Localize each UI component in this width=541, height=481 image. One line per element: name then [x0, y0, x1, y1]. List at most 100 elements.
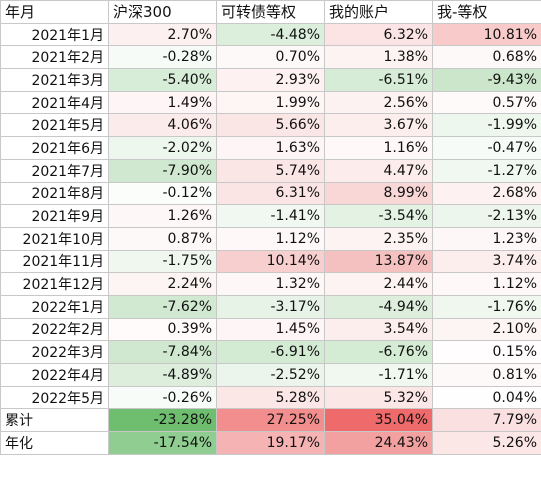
convertible-bond-equal-weight-cell[interactable]: 1.32%	[216, 272, 325, 296]
my-account-cell[interactable]: 5.32%	[324, 385, 433, 410]
my-account-cell[interactable]: -6.76%	[324, 340, 433, 364]
row-label-cell[interactable]: 2022年2月	[0, 317, 109, 342]
csi300-cell[interactable]: -7.90%	[108, 158, 217, 183]
convertible-bond-equal-weight-cell[interactable]: 0.70%	[216, 45, 325, 70]
header-my-account[interactable]: 我的账户	[324, 0, 433, 24]
me-minus-equal-weight-cell[interactable]: 7.79%	[432, 408, 541, 433]
convertible-bond-equal-weight-cell[interactable]: 6.31%	[216, 181, 325, 206]
my-account-cell[interactable]: 3.54%	[324, 317, 433, 342]
row-label-cell[interactable]: 2021年2月	[0, 45, 109, 70]
convertible-bond-equal-weight-cell[interactable]: -3.17%	[216, 294, 325, 319]
row-label-cell[interactable]: 2021年1月	[0, 22, 109, 47]
me-minus-equal-weight-cell[interactable]: 0.57%	[432, 90, 541, 115]
csi300-cell[interactable]: -0.28%	[108, 45, 217, 70]
me-minus-equal-weight-cell[interactable]: 5.26%	[432, 431, 541, 455]
convertible-bond-equal-weight-cell[interactable]: 5.74%	[216, 158, 325, 183]
convertible-bond-equal-weight-cell[interactable]: 5.66%	[216, 113, 325, 138]
convertible-bond-equal-weight-cell[interactable]: 19.17%	[216, 431, 325, 455]
header-csi300[interactable]: 沪深300	[108, 0, 217, 24]
me-minus-equal-weight-cell[interactable]: 0.15%	[432, 340, 541, 364]
convertible-bond-equal-weight-cell[interactable]: 1.45%	[216, 317, 325, 342]
me-minus-equal-weight-cell[interactable]: 10.81%	[432, 22, 541, 47]
me-minus-equal-weight-cell[interactable]: -1.99%	[432, 113, 541, 138]
csi300-cell[interactable]: 0.39%	[108, 317, 217, 342]
csi300-cell[interactable]: 2.70%	[108, 22, 217, 47]
me-minus-equal-weight-cell[interactable]: -9.43%	[432, 68, 541, 92]
my-account-cell[interactable]: 2.56%	[324, 90, 433, 115]
header-month[interactable]: 年月	[0, 0, 109, 24]
convertible-bond-equal-weight-cell[interactable]: -6.91%	[216, 340, 325, 364]
row-label-cell[interactable]: 2021年6月	[0, 136, 109, 160]
my-account-cell[interactable]: 1.38%	[324, 45, 433, 70]
convertible-bond-equal-weight-cell[interactable]: 2.93%	[216, 68, 325, 92]
csi300-cell[interactable]: 1.26%	[108, 204, 217, 228]
convertible-bond-equal-weight-cell[interactable]: 1.12%	[216, 226, 325, 251]
convertible-bond-equal-weight-cell[interactable]: 1.63%	[216, 136, 325, 160]
convertible-bond-equal-weight-cell[interactable]: 27.25%	[216, 408, 325, 433]
my-account-cell[interactable]: 2.44%	[324, 272, 433, 296]
my-account-cell[interactable]: -1.71%	[324, 363, 433, 387]
csi300-cell[interactable]: -17.54%	[108, 431, 217, 455]
my-account-cell[interactable]: 6.32%	[324, 22, 433, 47]
convertible-bond-equal-weight-cell[interactable]: 10.14%	[216, 249, 325, 274]
csi300-cell[interactable]: -4.89%	[108, 363, 217, 387]
me-minus-equal-weight-cell[interactable]: 2.10%	[432, 317, 541, 342]
csi300-cell[interactable]: -0.12%	[108, 181, 217, 206]
me-minus-equal-weight-cell[interactable]: 1.12%	[432, 272, 541, 296]
my-account-cell[interactable]: 3.67%	[324, 113, 433, 138]
my-account-cell[interactable]: -6.51%	[324, 68, 433, 92]
csi300-cell[interactable]: 4.06%	[108, 113, 217, 138]
csi300-cell[interactable]: -0.26%	[108, 385, 217, 410]
row-label-cell[interactable]: 2021年10月	[0, 226, 109, 251]
csi300-cell[interactable]: -1.75%	[108, 249, 217, 274]
header-me-minus-equal-weight[interactable]: 我-等权	[432, 0, 541, 24]
convertible-bond-equal-weight-cell[interactable]: -4.48%	[216, 22, 325, 47]
my-account-cell[interactable]: 1.16%	[324, 136, 433, 160]
row-label-cell[interactable]: 年化	[0, 431, 109, 455]
csi300-cell[interactable]: 2.24%	[108, 272, 217, 296]
row-label-cell[interactable]: 2021年12月	[0, 272, 109, 296]
convertible-bond-equal-weight-cell[interactable]: -2.52%	[216, 363, 325, 387]
row-label-cell[interactable]: 2021年8月	[0, 181, 109, 206]
row-label-cell[interactable]: 累计	[0, 408, 109, 433]
my-account-cell[interactable]: 13.87%	[324, 249, 433, 274]
my-account-cell[interactable]: 4.47%	[324, 158, 433, 183]
csi300-cell[interactable]: -5.40%	[108, 68, 217, 92]
row-label-cell[interactable]: 2022年3月	[0, 340, 109, 364]
csi300-cell[interactable]: 0.87%	[108, 226, 217, 251]
me-minus-equal-weight-cell[interactable]: 3.74%	[432, 249, 541, 274]
row-label-cell[interactable]: 2021年11月	[0, 249, 109, 274]
row-label-cell[interactable]: 2022年4月	[0, 363, 109, 387]
header-convertible-bond-equal-weight[interactable]: 可转债等权	[216, 0, 325, 24]
me-minus-equal-weight-cell[interactable]: -1.27%	[432, 158, 541, 183]
convertible-bond-equal-weight-cell[interactable]: -1.41%	[216, 204, 325, 228]
me-minus-equal-weight-cell[interactable]: 0.81%	[432, 363, 541, 387]
row-label-cell[interactable]: 2021年3月	[0, 68, 109, 92]
my-account-cell[interactable]: 2.35%	[324, 226, 433, 251]
row-label-cell[interactable]: 2021年5月	[0, 113, 109, 138]
me-minus-equal-weight-cell[interactable]: -1.76%	[432, 294, 541, 319]
row-label-cell[interactable]: 2022年1月	[0, 294, 109, 319]
me-minus-equal-weight-cell[interactable]: 2.68%	[432, 181, 541, 206]
convertible-bond-equal-weight-cell[interactable]: 1.99%	[216, 90, 325, 115]
me-minus-equal-weight-cell[interactable]: 0.04%	[432, 385, 541, 410]
me-minus-equal-weight-cell[interactable]: -2.13%	[432, 204, 541, 228]
me-minus-equal-weight-cell[interactable]: 0.68%	[432, 45, 541, 70]
csi300-cell[interactable]: -7.84%	[108, 340, 217, 364]
my-account-cell[interactable]: -4.94%	[324, 294, 433, 319]
my-account-cell[interactable]: 8.99%	[324, 181, 433, 206]
csi300-cell[interactable]: -7.62%	[108, 294, 217, 319]
my-account-cell[interactable]: 35.04%	[324, 408, 433, 433]
me-minus-equal-weight-cell[interactable]: 1.23%	[432, 226, 541, 251]
csi300-cell[interactable]: -23.28%	[108, 408, 217, 433]
row-label-cell[interactable]: 2022年5月	[0, 385, 109, 410]
convertible-bond-equal-weight-cell[interactable]: 5.28%	[216, 385, 325, 410]
csi300-cell[interactable]: 1.49%	[108, 90, 217, 115]
row-label-cell[interactable]: 2021年4月	[0, 90, 109, 115]
row-label-cell[interactable]: 2021年7月	[0, 158, 109, 183]
row-label-cell[interactable]: 2021年9月	[0, 204, 109, 228]
csi300-cell[interactable]: -2.02%	[108, 136, 217, 160]
my-account-cell[interactable]: -3.54%	[324, 204, 433, 228]
me-minus-equal-weight-cell[interactable]: -0.47%	[432, 136, 541, 160]
my-account-cell[interactable]: 24.43%	[324, 431, 433, 455]
